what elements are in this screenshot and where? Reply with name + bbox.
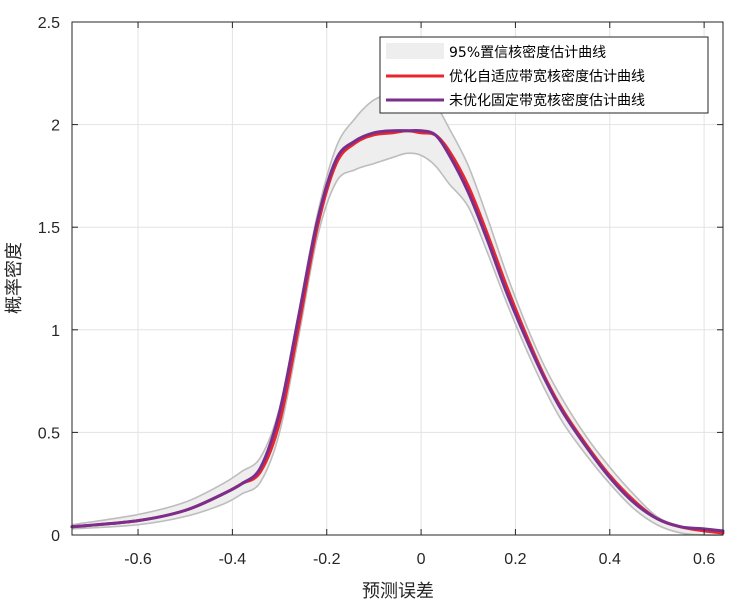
legend-label-series-1: 优化自适应带宽核密度估计曲线: [449, 68, 645, 85]
x-tick-label: 0: [417, 551, 426, 568]
confidence-band-lower: [71, 152, 724, 536]
series-line-2: [70, 128, 725, 533]
y-tick-label: 1.5: [38, 220, 60, 237]
x-axis-label: 预测误差: [362, 581, 434, 602]
legend-label-series-2: 未优化固定带宽核密度估计曲线: [449, 92, 645, 109]
y-tick-label: 2.5: [38, 15, 60, 32]
legend: 95%置信核密度估计曲线 优化自适应带宽核密度估计曲线 未优化固定带宽核密度估计…: [379, 36, 709, 114]
x-tick-label: -0.4: [219, 551, 247, 568]
legend-swatch-band: [386, 43, 444, 59]
series-group: [70, 128, 725, 535]
axis-ticks: -0.6 -0.4 -0.2 0 0.2 0.4 0.6 0 0.5 1 1.5 2 2.5: [38, 15, 723, 568]
y-tick-label: 0: [51, 528, 60, 545]
legend-label-band: 95%置信核密度估计曲线: [449, 44, 606, 61]
x-tick-label: 0.2: [504, 551, 526, 568]
y-tick-label: 1: [51, 323, 60, 340]
y-axis-label: 概率密度: [4, 242, 25, 314]
x-tick-label: 0.6: [693, 551, 715, 568]
plot-frame: [71, 21, 724, 536]
y-tick-label: 2: [51, 118, 60, 135]
x-tick-label: 0.4: [599, 551, 621, 568]
x-tick-label: -0.2: [313, 551, 341, 568]
y-tick-label: 0.5: [38, 425, 60, 442]
x-tick-label: -0.6: [124, 551, 152, 568]
